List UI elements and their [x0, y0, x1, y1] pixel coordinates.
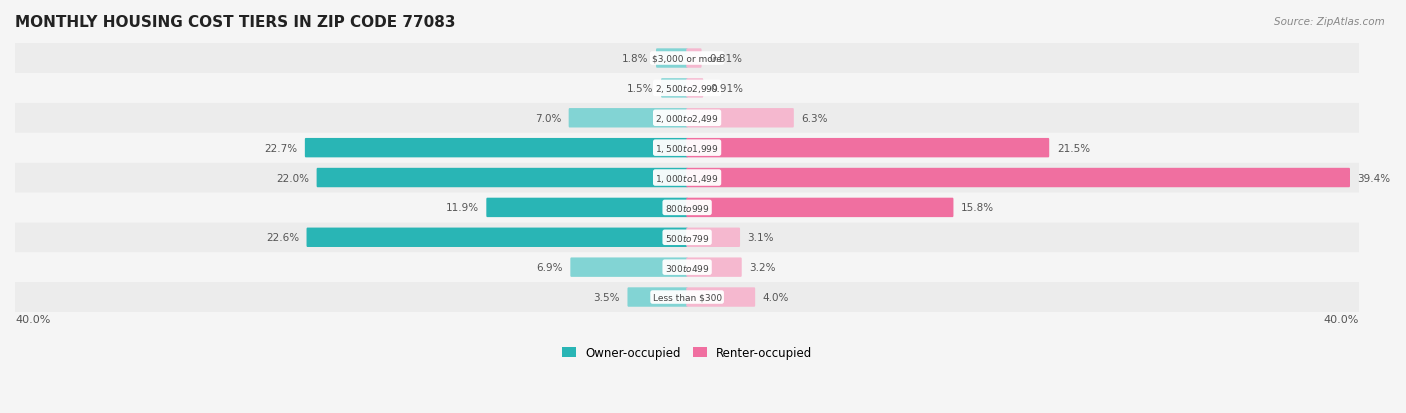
FancyBboxPatch shape: [571, 258, 688, 277]
Text: 1.8%: 1.8%: [621, 54, 648, 64]
Text: 3.2%: 3.2%: [749, 263, 776, 273]
Text: 6.3%: 6.3%: [801, 114, 828, 123]
Text: 15.8%: 15.8%: [962, 203, 994, 213]
FancyBboxPatch shape: [316, 169, 688, 188]
Text: 39.4%: 39.4%: [1358, 173, 1391, 183]
Text: $2,500 to $2,999: $2,500 to $2,999: [655, 83, 718, 95]
FancyBboxPatch shape: [686, 79, 703, 98]
Text: $500 to $799: $500 to $799: [665, 232, 710, 243]
Text: 7.0%: 7.0%: [534, 114, 561, 123]
Text: 22.7%: 22.7%: [264, 143, 297, 153]
Text: Less than $300: Less than $300: [652, 293, 721, 302]
Text: 4.0%: 4.0%: [762, 292, 789, 302]
Text: 40.0%: 40.0%: [1324, 315, 1360, 325]
FancyBboxPatch shape: [686, 198, 953, 218]
FancyBboxPatch shape: [486, 198, 688, 218]
Text: 3.5%: 3.5%: [593, 292, 620, 302]
Text: 0.91%: 0.91%: [711, 84, 744, 94]
FancyBboxPatch shape: [15, 133, 1360, 163]
Text: 40.0%: 40.0%: [15, 315, 51, 325]
FancyBboxPatch shape: [15, 193, 1360, 223]
FancyBboxPatch shape: [686, 109, 794, 128]
FancyBboxPatch shape: [661, 79, 688, 98]
FancyBboxPatch shape: [15, 163, 1360, 193]
FancyBboxPatch shape: [686, 169, 1350, 188]
FancyBboxPatch shape: [307, 228, 688, 247]
FancyBboxPatch shape: [657, 49, 688, 69]
FancyBboxPatch shape: [15, 282, 1360, 312]
Text: 11.9%: 11.9%: [446, 203, 479, 213]
Text: 0.81%: 0.81%: [709, 54, 742, 64]
FancyBboxPatch shape: [686, 258, 742, 277]
FancyBboxPatch shape: [15, 74, 1360, 104]
Text: 6.9%: 6.9%: [536, 263, 562, 273]
FancyBboxPatch shape: [686, 228, 740, 247]
Text: $2,000 to $2,499: $2,000 to $2,499: [655, 112, 718, 124]
FancyBboxPatch shape: [15, 253, 1360, 282]
FancyBboxPatch shape: [15, 104, 1360, 133]
Text: $3,000 or more: $3,000 or more: [652, 55, 723, 63]
Text: MONTHLY HOUSING COST TIERS IN ZIP CODE 77083: MONTHLY HOUSING COST TIERS IN ZIP CODE 7…: [15, 15, 456, 30]
Text: 22.6%: 22.6%: [266, 233, 299, 243]
Text: 21.5%: 21.5%: [1057, 143, 1090, 153]
FancyBboxPatch shape: [15, 223, 1360, 253]
Text: $300 to $499: $300 to $499: [665, 262, 710, 273]
FancyBboxPatch shape: [568, 109, 688, 128]
Text: 1.5%: 1.5%: [627, 84, 654, 94]
FancyBboxPatch shape: [686, 139, 1049, 158]
FancyBboxPatch shape: [627, 287, 688, 307]
Text: 3.1%: 3.1%: [748, 233, 775, 243]
Text: 22.0%: 22.0%: [276, 173, 309, 183]
FancyBboxPatch shape: [15, 44, 1360, 74]
Legend: Owner-occupied, Renter-occupied: Owner-occupied, Renter-occupied: [557, 342, 817, 364]
Text: $1,500 to $1,999: $1,500 to $1,999: [655, 142, 718, 154]
Text: Source: ZipAtlas.com: Source: ZipAtlas.com: [1274, 17, 1385, 26]
FancyBboxPatch shape: [686, 287, 755, 307]
Text: $800 to $999: $800 to $999: [665, 202, 710, 214]
Text: $1,000 to $1,499: $1,000 to $1,499: [655, 172, 718, 184]
FancyBboxPatch shape: [686, 49, 702, 69]
FancyBboxPatch shape: [305, 139, 688, 158]
